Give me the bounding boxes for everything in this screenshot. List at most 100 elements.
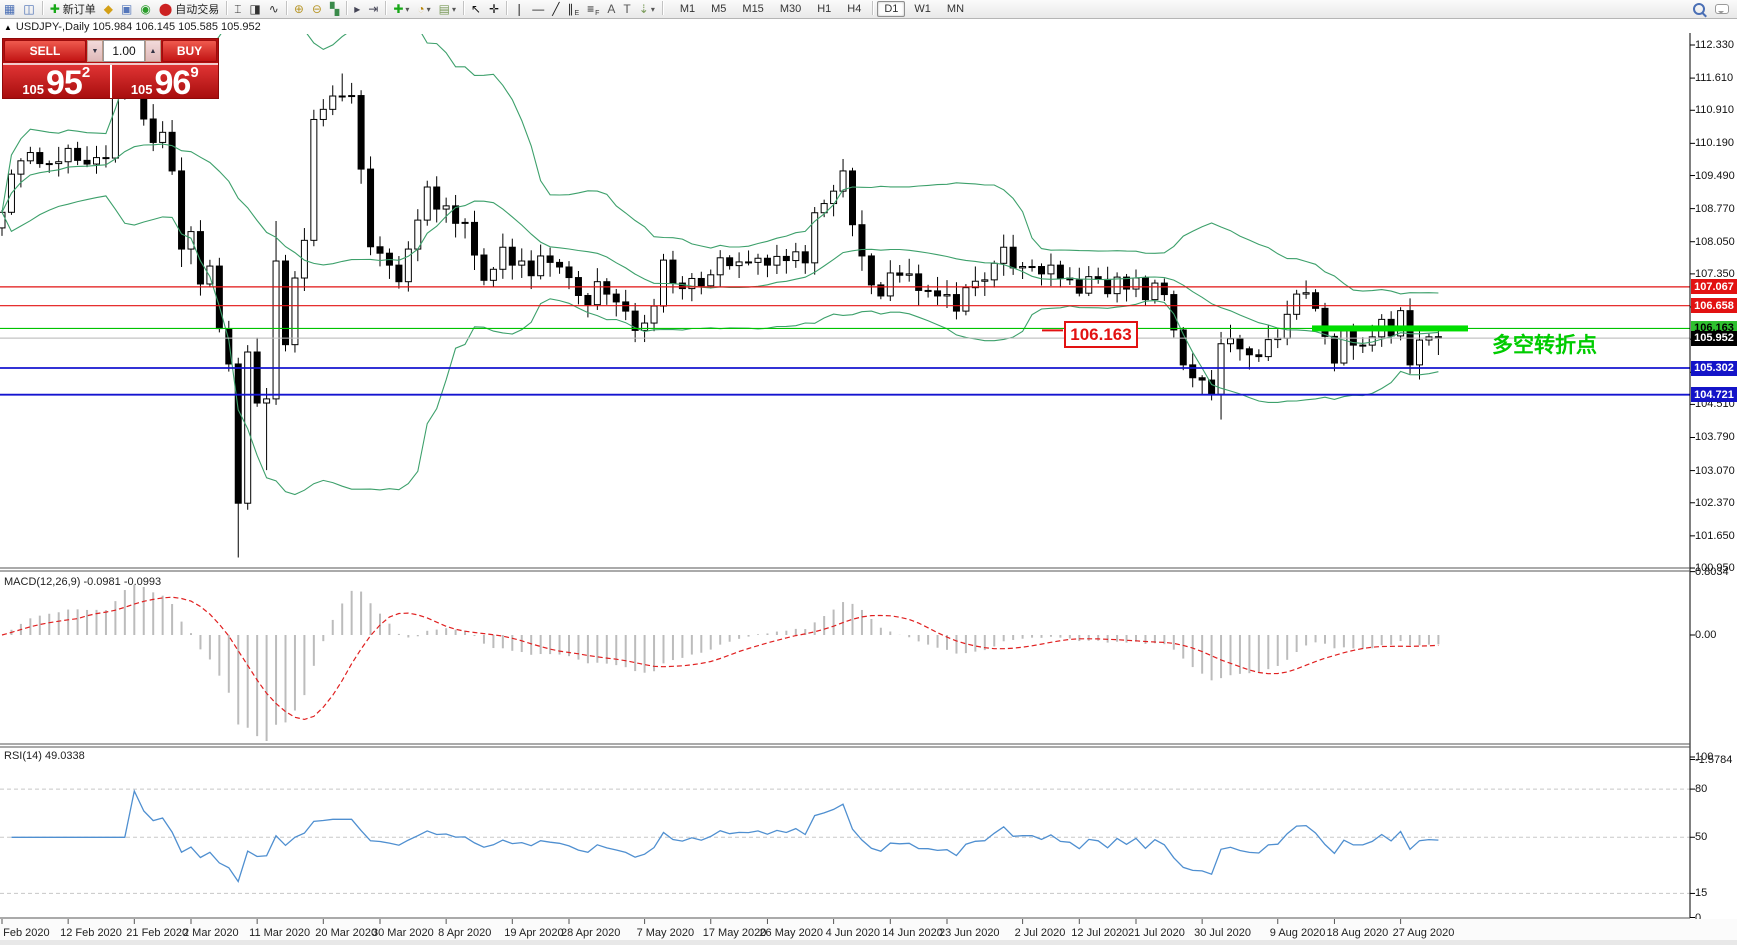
price-chip: 104.721 <box>1691 387 1737 403</box>
templates-icon[interactable]: ▤ ▾ <box>435 1 460 17</box>
toolbar-separator <box>226 1 228 15</box>
indicators-icon[interactable]: ✚ ▾ <box>389 1 413 17</box>
volume-input[interactable]: 1.00 <box>103 40 145 62</box>
rsi-tick-label: 80 <box>1695 783 1708 796</box>
candlestick-chart-icon[interactable]: ◨ <box>245 1 264 17</box>
timeframe-m30-button[interactable]: M30 <box>779 3 802 15</box>
volume-up-button[interactable]: ▲ <box>145 40 161 62</box>
vertical-line-icon: ❘ <box>514 2 525 16</box>
collapse-arrow-icon[interactable]: ▲ <box>4 22 12 32</box>
price-chip: 105.302 <box>1691 360 1737 376</box>
line-chart-icon[interactable]: ∿ <box>265 1 283 17</box>
signals-icon[interactable]: ◉ <box>136 1 154 17</box>
text-label-icon[interactable]: T <box>619 1 634 17</box>
one-click-trade-panel: SELL ▼ 1.00 ▲ BUY 105 95 2 105 96 9 <box>2 38 219 100</box>
volume-down-button[interactable]: ▼ <box>87 40 103 62</box>
search-icon[interactable] <box>1693 3 1705 15</box>
timeframe-h1-button[interactable]: H1 <box>817 3 832 15</box>
timeframe-m15-button[interactable]: M15 <box>742 3 764 15</box>
auto-scroll-icon: ▸ <box>354 2 361 16</box>
tile-windows-icon[interactable]: ▚ <box>326 1 343 17</box>
toolbar-separator <box>285 1 287 15</box>
timeframe-d1-button[interactable]: D1 <box>877 1 906 17</box>
fibonacci-icon[interactable]: ≡ F <box>583 1 603 17</box>
symbol-info-line[interactable]: ▲ USDJPY-,Daily 105.984 106.145 105.585 … <box>4 21 261 33</box>
arrows-icon[interactable]: ⇣ ▾ <box>635 1 659 17</box>
trendline-icon[interactable]: ╱ <box>548 1 563 17</box>
price-tick-label: 103.790 <box>1695 431 1735 444</box>
buy-button[interactable]: BUY <box>162 40 217 62</box>
time-label: 7 May 2020 <box>636 927 695 939</box>
cursor-icon[interactable]: ↖ <box>467 1 485 17</box>
timeframe-m5-button[interactable]: M5 <box>711 3 727 15</box>
timeframe-w1-button[interactable]: W1 <box>914 3 931 15</box>
time-label: 8 Apr 2020 <box>438 927 492 939</box>
navigator-icon: ◆ <box>103 2 113 16</box>
crosshair-icon[interactable]: ✛ <box>485 1 503 17</box>
horizontal-level-lines[interactable] <box>0 286 1690 396</box>
signals-icon: ◉ <box>140 2 151 16</box>
bar-chart-icon: ⌶ <box>234 2 242 16</box>
auto-scroll-icon[interactable]: ▸ <box>350 1 364 17</box>
price-tick-label: 108.050 <box>1695 235 1735 248</box>
rsi-tick-label: 100 <box>1695 751 1714 763</box>
text-icon[interactable]: A <box>603 1 619 17</box>
timeframe-mn-button[interactable]: MN <box>946 3 965 15</box>
chart-window-icon[interactable]: ▦ <box>0 1 19 17</box>
indicators-icon: ✚ <box>393 2 404 16</box>
periods-icon[interactable]: ◔ ▾ <box>413 1 434 17</box>
horizontal-line-icon: ― <box>532 2 545 16</box>
pivot-point-annotation-text[interactable]: 多空转折点 <box>1492 334 1597 357</box>
vertical-line-icon[interactable]: ❘ <box>510 1 528 17</box>
terminal-icon[interactable]: ▣ <box>117 1 136 17</box>
sell-price-sup: 2 <box>81 64 91 81</box>
fibonacci-icon-sub: F <box>595 10 600 17</box>
templates-icon-dropdown[interactable]: ▾ <box>452 4 457 14</box>
time-label: 11 Mar 2020 <box>249 927 311 939</box>
axes <box>0 33 1695 924</box>
time-label: 28 Apr 2020 <box>561 927 621 939</box>
buy-price-prefix: 105 <box>130 82 153 97</box>
price-tick-label: 112.330 <box>1695 39 1734 51</box>
bar-chart-icon[interactable]: ⌶ <box>230 1 245 17</box>
sell-button[interactable]: SELL <box>4 40 86 62</box>
price-tick-label: 110.910 <box>1695 104 1734 117</box>
rsi-indicator-label: RSI(14) 49.0338 <box>4 750 85 762</box>
market-watch-icon[interactable]: ◫ <box>19 1 38 17</box>
terminal-icon: ▣ <box>120 2 133 16</box>
arrows-icon-dropdown[interactable]: ▾ <box>650 4 655 14</box>
chat-icon[interactable] <box>1715 4 1729 14</box>
time-label: 27 Aug 2020 <box>1392 927 1455 939</box>
time-label: 19 Apr 2020 <box>504 927 564 939</box>
indicators-icon-dropdown[interactable]: ▾ <box>405 4 410 14</box>
channel-icon[interactable]: ∥ E <box>563 1 583 17</box>
timeframe-m1-button[interactable]: M1 <box>679 3 696 15</box>
price-tick-label: 101.650 <box>1695 529 1735 542</box>
zoom-out-icon[interactable]: ⊖ <box>308 1 326 17</box>
new-order-icon[interactable]: ✚ 新订单 <box>46 1 100 17</box>
toolbar-separator <box>661 1 663 15</box>
fibonacci-icon: ≡ <box>587 2 595 16</box>
time-label: 14 Jun 2020 <box>882 927 943 939</box>
toolbar-separator <box>346 1 348 15</box>
price-level-annotation-box[interactable]: 106.163 <box>1064 321 1138 348</box>
chart-shift-icon[interactable]: ⇥ <box>364 1 382 17</box>
rsi-pane <box>0 788 1690 894</box>
autotrading-icon[interactable]: ⬤ 自动交易 <box>155 1 223 17</box>
time-label: 30 Jul 2020 <box>1194 927 1252 939</box>
price-chip: 107.067 <box>1691 279 1737 295</box>
time-label: 26 May 2020 <box>759 927 824 939</box>
periods-icon-dropdown[interactable]: ▾ <box>426 4 431 14</box>
zoom-in-icon: ⊕ <box>293 2 304 16</box>
sell-price-display[interactable]: 105 95 2 <box>3 64 112 100</box>
macd-tick-label: 0.8034 <box>1695 565 1729 578</box>
buy-price-display[interactable]: 105 96 9 <box>111 65 218 100</box>
horizontal-line-icon[interactable]: ― <box>528 1 548 17</box>
timeframe-h4-button[interactable]: H4 <box>847 3 862 15</box>
toolbar-separator <box>463 1 465 15</box>
thick-green-trendline[interactable] <box>1312 325 1468 332</box>
navigator-icon[interactable]: ◆ <box>100 1 117 17</box>
zoom-in-icon[interactable]: ⊕ <box>290 1 308 17</box>
autotrading-icon: ⬤ <box>158 2 173 16</box>
